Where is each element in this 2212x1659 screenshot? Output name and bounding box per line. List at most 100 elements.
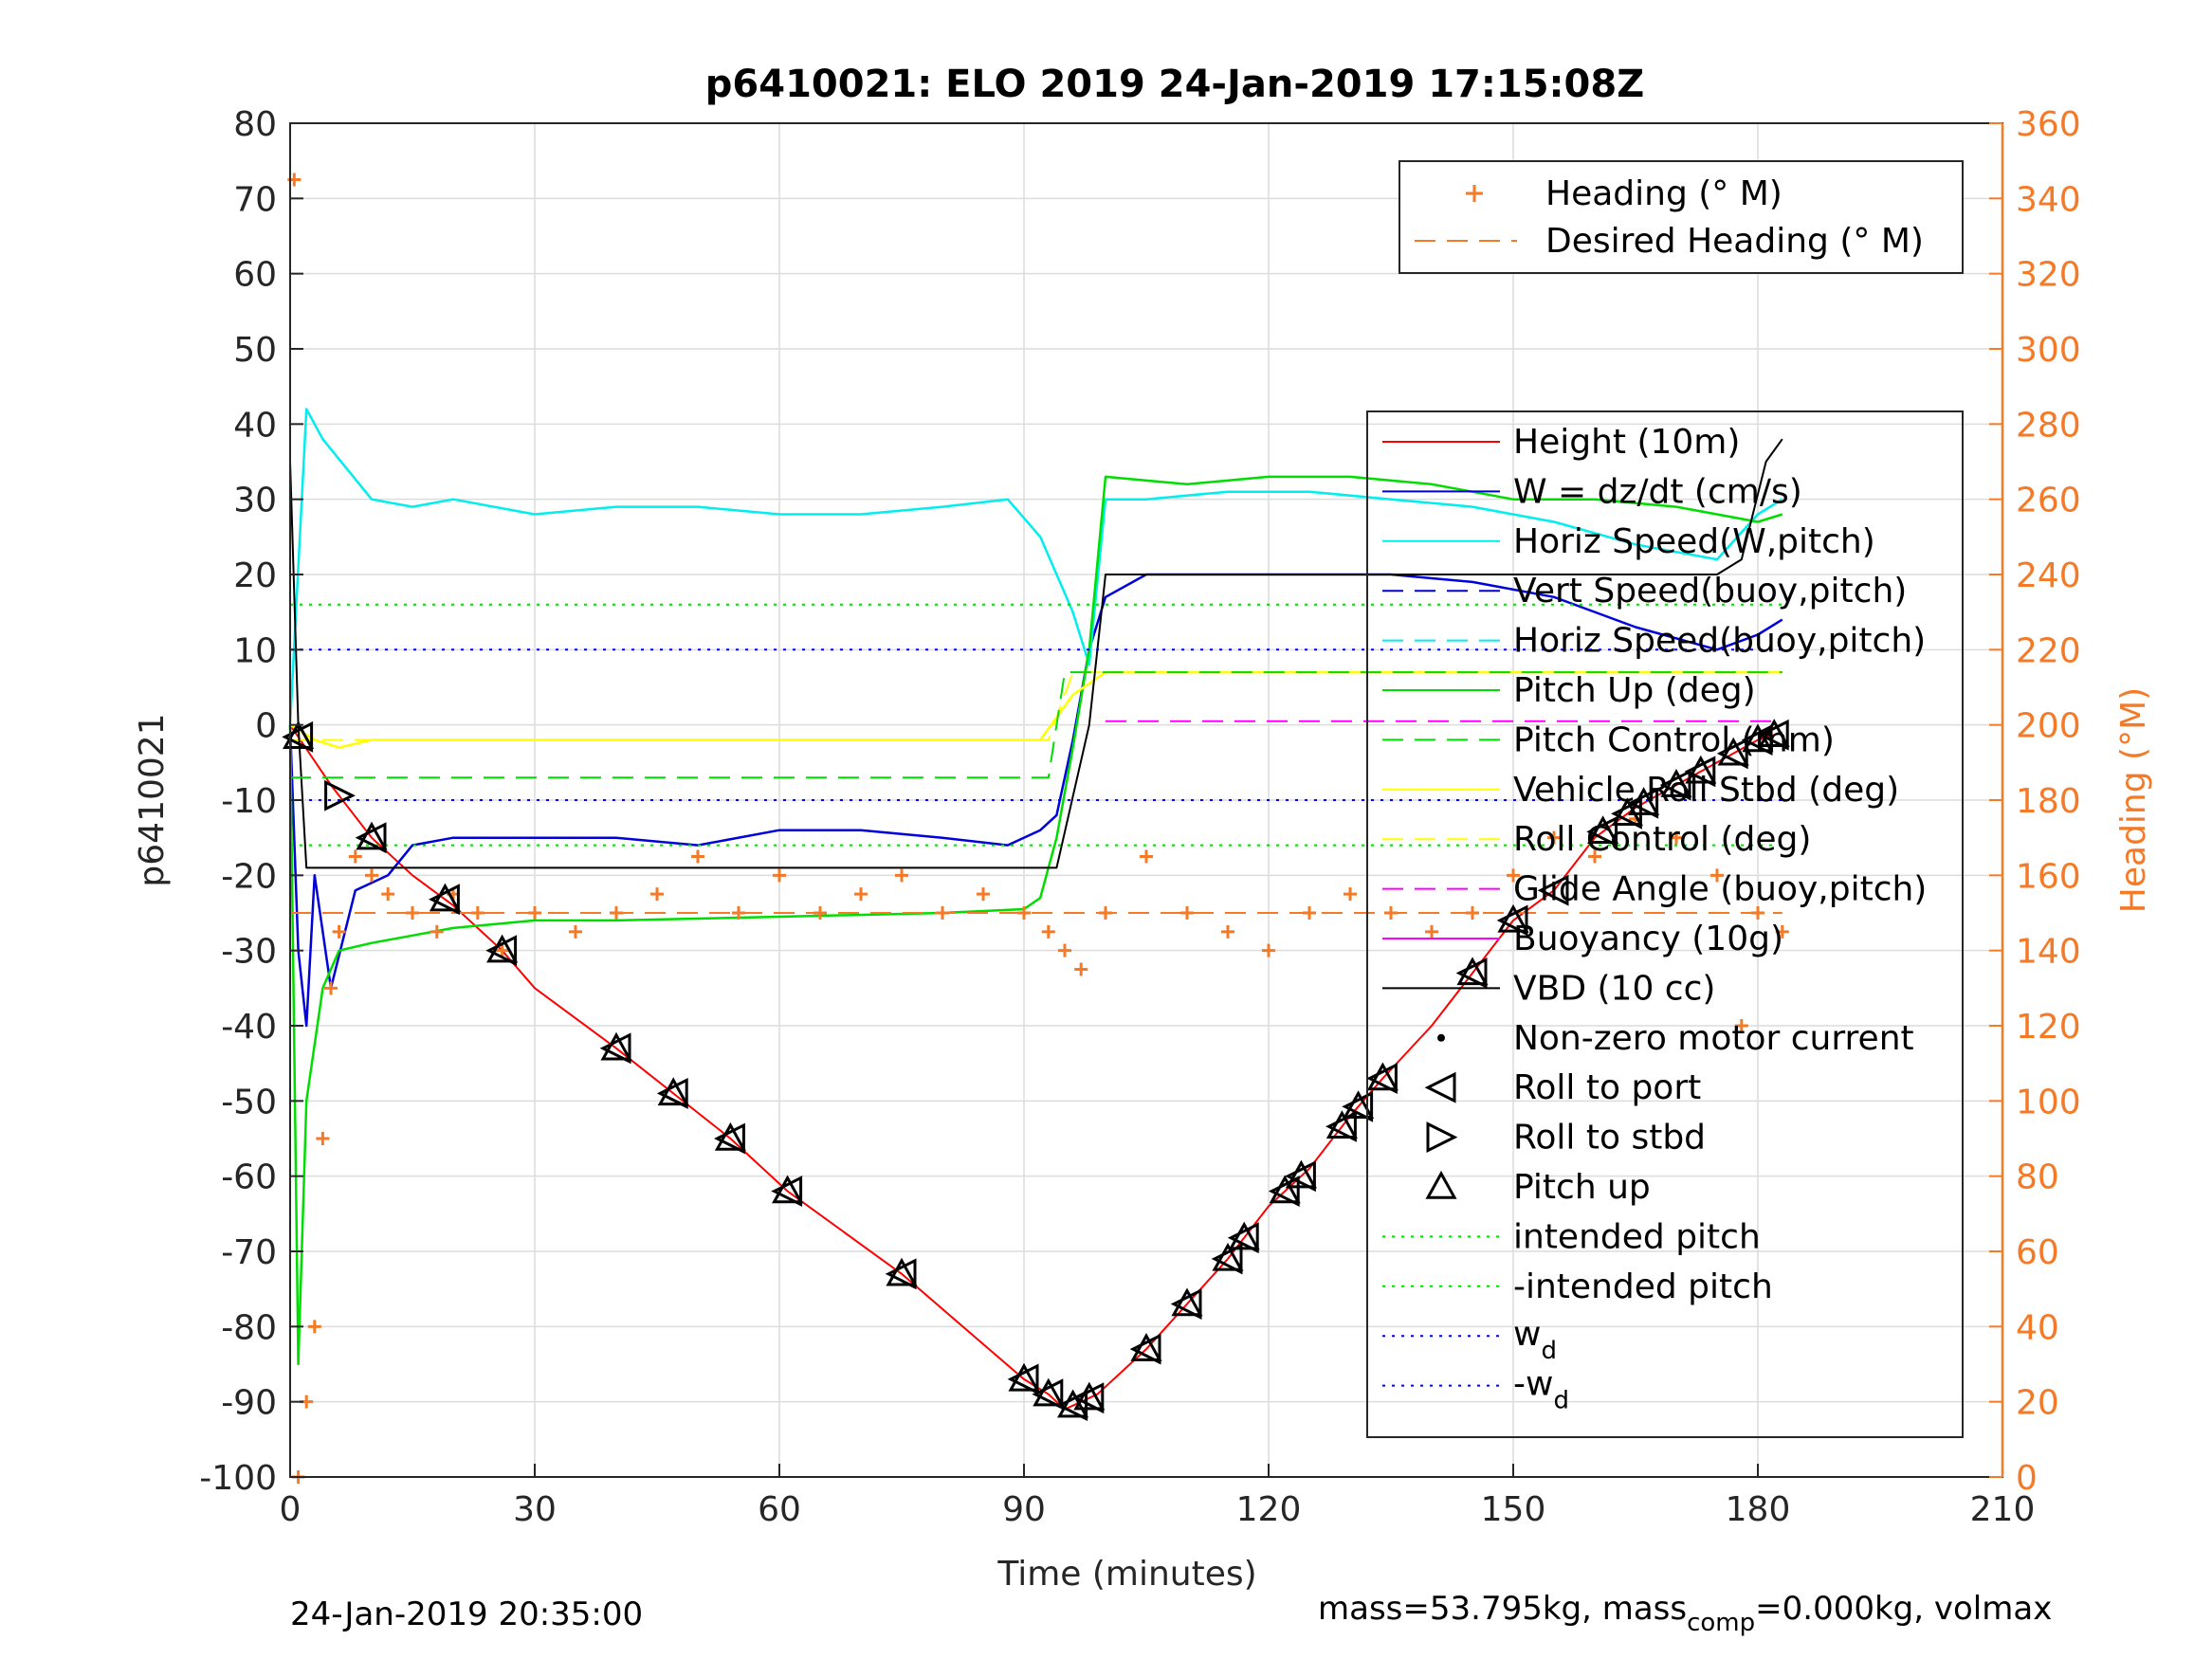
chart-title: p6410021: ELO 2019 24-Jan-2019 17:15:08Z — [705, 63, 1644, 106]
heading-point — [332, 924, 346, 939]
pitch-up-marker — [1073, 1381, 1106, 1411]
heading-point — [895, 868, 908, 883]
legend-top-label: Heading (° M) — [1545, 174, 1782, 213]
roll-to-port-marker — [885, 1258, 917, 1290]
y-tick-label: -90 — [221, 1384, 277, 1423]
footer-mass-sub: comp — [1687, 1609, 1755, 1637]
x-tick-label: 120 — [1236, 1490, 1302, 1529]
pitch-up-marker — [1343, 1090, 1375, 1119]
series-line — [288, 408, 1783, 725]
heading-point — [691, 849, 704, 864]
roll-to-port-marker — [771, 1176, 803, 1207]
legend-top-swatch — [1466, 185, 1483, 202]
pitch-up-marker — [1717, 737, 1749, 766]
roll-to-port-marker — [1056, 1390, 1088, 1422]
roll-to-port-marker — [1268, 1176, 1300, 1207]
legend-main-label: Pitch Up (deg) — [1513, 671, 1756, 710]
pitch-up-marker — [1587, 815, 1619, 845]
pitch-up-marker — [1285, 1159, 1317, 1189]
pitch-up-marker — [486, 934, 519, 963]
y-tick-label: -80 — [221, 1308, 277, 1347]
roll-to-port-marker — [1586, 815, 1618, 848]
legend-main-swatch — [1425, 1170, 1457, 1199]
y-tick-label: -100 — [199, 1459, 277, 1498]
pitch-up-marker — [886, 1257, 918, 1286]
y2-tick-label: 0 — [2016, 1459, 2038, 1498]
pitch-up-marker — [1228, 1221, 1260, 1250]
pitch-up-marker — [1456, 957, 1489, 986]
heading-point — [470, 906, 484, 920]
roll-to-port-marker — [429, 884, 460, 916]
series-line — [289, 724, 1783, 1411]
y2-tick-label: 140 — [2016, 933, 2081, 972]
x-tick-label: 90 — [1002, 1490, 1046, 1529]
roll-to-port-marker — [355, 822, 387, 854]
x-tick-label: 150 — [1481, 1490, 1546, 1529]
roll-to-port-marker — [1659, 769, 1691, 801]
legend-main-label: Height (10m) — [1513, 423, 1740, 462]
pitch-up-marker — [1660, 769, 1692, 797]
legend-main-label: -intended pitch — [1513, 1267, 1773, 1306]
roll-to-port-marker — [1211, 1243, 1243, 1275]
legend-main-label: Pitch Control (mm) — [1513, 720, 1835, 759]
heading-point — [316, 1132, 330, 1145]
y2-tick-label: 40 — [2016, 1308, 2059, 1347]
y2-tick-label: 200 — [2016, 707, 2081, 746]
roll-to-port-marker — [1227, 1222, 1259, 1254]
legend-main-swatch — [1424, 1071, 1456, 1103]
heading-point — [1734, 1019, 1748, 1032]
pitch-up-marker — [1758, 719, 1790, 747]
legend-main-label: intended pitch — [1513, 1217, 1761, 1256]
roll-to-port-marker — [599, 1032, 631, 1065]
heading-point — [1547, 830, 1561, 845]
footer-timestamp: 24-Jan-2019 20:35:00 — [290, 1595, 643, 1633]
heading-point — [1344, 887, 1357, 902]
y-tick-label: -20 — [221, 857, 277, 896]
y-tick-label: -70 — [221, 1233, 277, 1272]
heading-point — [1710, 868, 1724, 883]
y2-tick-label: 80 — [2016, 1158, 2059, 1197]
y2-tick-label: 220 — [2016, 631, 2081, 670]
legend-main-swatch — [1437, 1033, 1445, 1042]
pitch-up-marker — [772, 1175, 804, 1204]
legend-main-box — [1366, 410, 1964, 1438]
legend-main-label-base: -w — [1513, 1365, 1553, 1404]
plot-series — [287, 173, 1789, 1484]
heading-point — [495, 943, 509, 957]
legend-main-label: VBD (10 cc) — [1513, 969, 1715, 1008]
roll-to-port-marker — [1537, 874, 1569, 906]
heading-point — [1058, 943, 1071, 957]
heading-point — [650, 887, 664, 902]
legend-main-label: Roll Control (deg) — [1513, 820, 1811, 859]
roll-to-port-marker — [1007, 1363, 1039, 1395]
x-tick-label: 30 — [513, 1490, 557, 1529]
roll-to-port-marker — [1366, 1063, 1398, 1094]
heading-point — [1507, 868, 1520, 883]
legend-main-label: W = dz/dt (cm/s) — [1513, 472, 1802, 511]
pitch-up-marker — [1497, 903, 1529, 933]
y-tick-label: 40 — [233, 406, 277, 445]
y2-tick-label: 160 — [2016, 857, 2081, 896]
series-line — [288, 475, 1783, 1366]
y2-tick-label: 240 — [2016, 556, 2081, 595]
y2-tick-label: 260 — [2016, 482, 2081, 520]
roll-to-port-marker — [656, 1077, 688, 1109]
heading-point — [569, 924, 582, 939]
legend-main-label: Roll to port — [1513, 1068, 1701, 1107]
legend-main-label: -wd — [1513, 1365, 1569, 1415]
legend-main-label-base: w — [1513, 1315, 1541, 1354]
heading-point — [854, 887, 868, 902]
pitch-up-marker — [1212, 1242, 1244, 1271]
y-tick-label: 80 — [233, 105, 277, 144]
heading-point — [1180, 906, 1194, 920]
roll-to-port-marker — [1170, 1288, 1202, 1320]
series-line — [289, 438, 1783, 869]
y-axis-label: p6410021 — [133, 713, 172, 886]
roll-to-port-marker — [1716, 738, 1748, 770]
legend-top-box — [1398, 160, 1964, 274]
legend-main-label: Glide Angle (buoy,pitch) — [1513, 870, 1927, 909]
heading-point — [1588, 849, 1601, 864]
legend-main-swatch — [1426, 1121, 1458, 1154]
legend-main-label: Roll to stbd — [1513, 1119, 1706, 1158]
pitch-up-marker — [1171, 1287, 1203, 1317]
